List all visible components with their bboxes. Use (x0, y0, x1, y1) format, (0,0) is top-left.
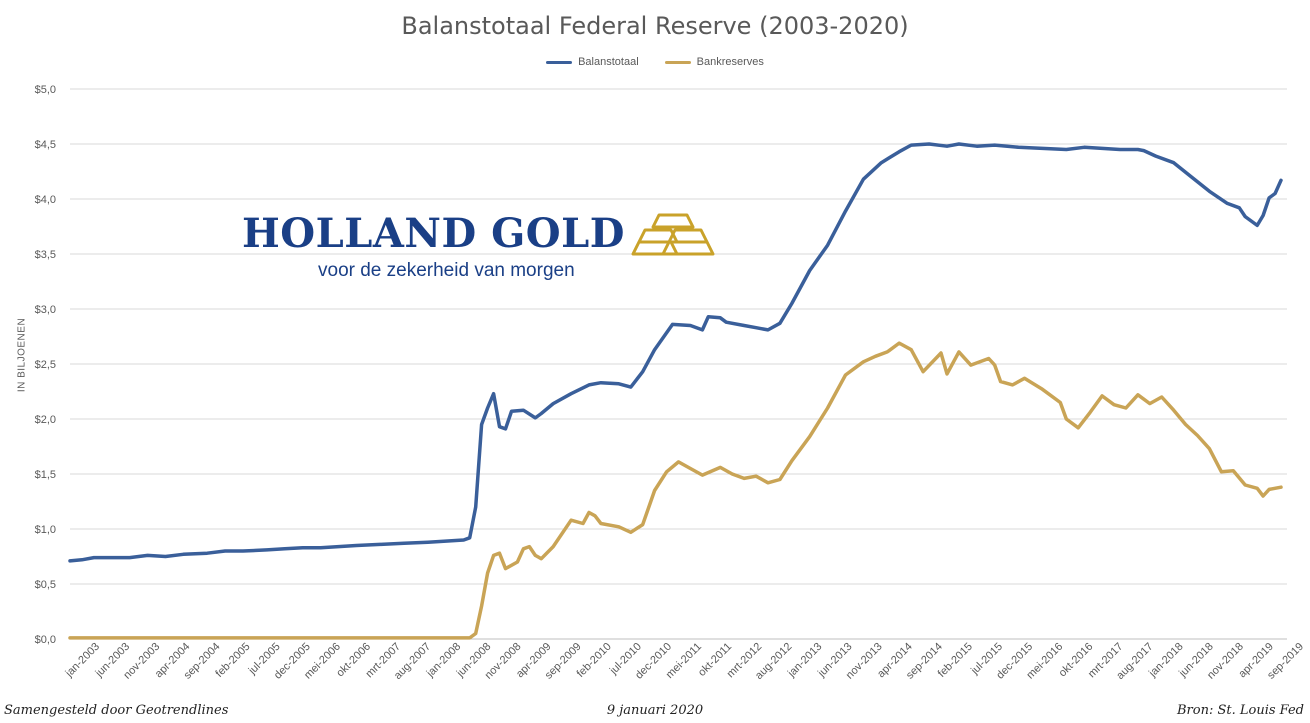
gold-bars-icon (631, 213, 715, 256)
legend-item-bankreserves: Bankreserves (664, 56, 764, 68)
footer-credit: Samengesteld door Geotrendlines (4, 703, 229, 718)
y-tick-label: $3,0 (35, 304, 56, 316)
legend-label-balanstotaal: Balanstotaal (578, 56, 639, 68)
holland-gold-logo: HOLLAND GOLD voor de zekerheid van morge… (238, 208, 716, 286)
y-tick-label: $0,5 (35, 579, 56, 591)
y-tick-label: $1,5 (35, 469, 56, 481)
logo-name: HOLLAND GOLD (242, 210, 625, 257)
footer-date: 9 januari 2020 (606, 703, 704, 718)
series-line-balanstotaal (68, 142, 1283, 563)
legend: Balanstotaal Bankreserves (0, 56, 1310, 68)
chart-title: Balanstotaal Federal Reserve (2003-2020) (401, 12, 909, 40)
y-tick-label: $3,5 (35, 249, 56, 261)
legend-swatch-bankreserves (664, 60, 691, 64)
y-tick-label: $5,0 (35, 84, 56, 96)
y-tick-label: $1,0 (35, 524, 56, 536)
legend-label-bankreserves: Bankreserves (696, 56, 764, 68)
footer-source: Bron: St. Louis Fed (1177, 703, 1304, 718)
legend-item-balanstotaal: Balanstotaal (546, 56, 639, 68)
series-line-bankreserves (68, 341, 1283, 640)
legend-swatch-balanstotaal (546, 60, 573, 64)
y-tick-label: $2,5 (35, 359, 56, 371)
y-tick-label: $0,0 (35, 634, 56, 646)
y-tick-label: $4,5 (35, 139, 56, 151)
y-tick-label: $4,0 (35, 194, 56, 206)
logo-tagline: voor de zekerheid van morgen (318, 260, 575, 281)
y-tick-label: $2,0 (35, 414, 56, 426)
